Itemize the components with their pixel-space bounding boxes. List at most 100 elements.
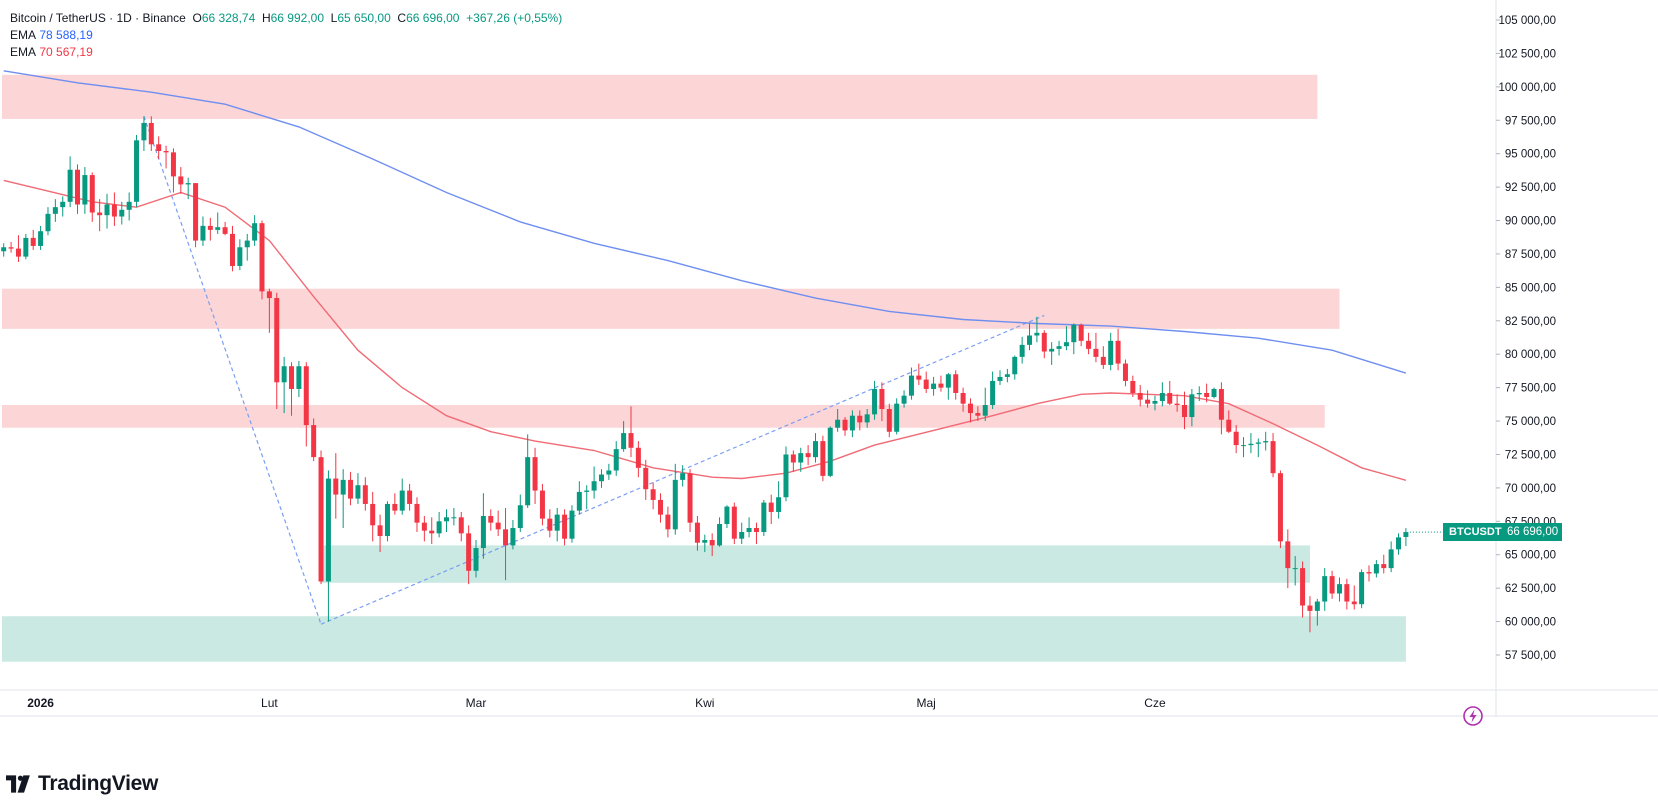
candle[interactable]: [38, 225, 44, 250]
lightning-icon[interactable]: [1462, 705, 1484, 727]
candle[interactable]: [1381, 554, 1387, 574]
candle[interactable]: [731, 502, 737, 545]
candle[interactable]: [554, 507, 560, 542]
candle[interactable]: [1056, 340, 1062, 356]
candle[interactable]: [820, 435, 826, 482]
candle[interactable]: [532, 447, 538, 504]
candle[interactable]: [1027, 323, 1033, 351]
candle[interactable]: [547, 509, 553, 538]
candle[interactable]: [252, 215, 258, 246]
candle[interactable]: [141, 116, 147, 152]
candle[interactable]: [835, 409, 841, 432]
candle[interactable]: [185, 177, 191, 200]
candle[interactable]: [193, 183, 199, 248]
candle[interactable]: [325, 470, 331, 622]
candle[interactable]: [495, 510, 501, 537]
candle[interactable]: [916, 363, 922, 385]
candle[interactable]: [222, 221, 228, 236]
candle[interactable]: [67, 156, 73, 208]
candle[interactable]: [1137, 384, 1143, 407]
candle[interactable]: [945, 372, 951, 400]
candle[interactable]: [510, 519, 516, 550]
candle[interactable]: [908, 367, 914, 400]
candle[interactable]: [1049, 342, 1055, 365]
candle[interactable]: [746, 517, 752, 538]
candle[interactable]: [591, 466, 597, 499]
support-zone[interactable]: [2, 616, 1406, 662]
candle[interactable]: [1078, 323, 1084, 347]
candle[interactable]: [709, 533, 715, 557]
candle[interactable]: [975, 406, 981, 422]
candle[interactable]: [392, 493, 398, 515]
ema-short-line[interactable]: [3, 179, 1407, 481]
candle[interactable]: [1182, 391, 1187, 430]
candle[interactable]: [628, 406, 634, 458]
candle[interactable]: [1189, 388, 1195, 427]
candle[interactable]: [111, 192, 117, 226]
candle[interactable]: [148, 116, 154, 152]
candle[interactable]: [156, 136, 162, 160]
candle[interactable]: [1093, 332, 1099, 363]
candle[interactable]: [134, 134, 140, 208]
candle[interactable]: [569, 505, 575, 543]
candle[interactable]: [377, 514, 383, 553]
candle[interactable]: [1145, 390, 1151, 408]
candle[interactable]: [384, 501, 390, 542]
candle[interactable]: [399, 478, 405, 515]
candle[interactable]: [318, 450, 324, 585]
candle[interactable]: [702, 534, 708, 553]
trendline[interactable]: [143, 116, 322, 625]
candle[interactable]: [259, 220, 265, 300]
candle[interactable]: [739, 522, 745, 545]
candle[interactable]: [503, 507, 509, 581]
candle[interactable]: [436, 511, 442, 538]
candle[interactable]: [407, 483, 413, 511]
candle[interactable]: [783, 446, 789, 502]
candle[interactable]: [15, 235, 21, 262]
candle[interactable]: [1041, 330, 1047, 359]
candle[interactable]: [1314, 598, 1320, 626]
candle[interactable]: [1159, 382, 1165, 407]
candle[interactable]: [178, 167, 184, 194]
candle[interactable]: [229, 225, 235, 272]
candle[interactable]: [104, 193, 110, 229]
candle[interactable]: [52, 199, 58, 222]
candle[interactable]: [931, 376, 937, 396]
candle[interactable]: [60, 196, 66, 217]
candle[interactable]: [953, 370, 959, 400]
candle[interactable]: [1336, 577, 1342, 602]
candle[interactable]: [126, 192, 132, 221]
candle[interactable]: [1366, 565, 1372, 582]
candle[interactable]: [990, 371, 996, 410]
candle[interactable]: [1388, 541, 1394, 573]
candle[interactable]: [761, 499, 767, 537]
candle[interactable]: [687, 469, 693, 533]
candle[interactable]: [311, 418, 317, 462]
candle[interactable]: [864, 409, 870, 428]
candle[interactable]: [680, 465, 686, 487]
candle[interactable]: [200, 216, 206, 246]
candle[interactable]: [466, 525, 472, 585]
candle[interactable]: [1403, 528, 1409, 547]
candle[interactable]: [1248, 433, 1254, 454]
candle[interactable]: [296, 360, 302, 397]
candle[interactable]: [886, 403, 892, 438]
candle[interactable]: [1359, 569, 1365, 609]
candle[interactable]: [1211, 387, 1217, 399]
candle[interactable]: [488, 509, 494, 531]
candle[interactable]: [289, 362, 295, 416]
candle[interactable]: [1277, 470, 1283, 549]
candle[interactable]: [163, 145, 169, 169]
candle[interactable]: [429, 517, 435, 545]
candle[interactable]: [805, 445, 811, 466]
candle[interactable]: [1307, 596, 1313, 633]
candle[interactable]: [1167, 380, 1173, 406]
candle[interactable]: [635, 441, 641, 478]
candle[interactable]: [1115, 328, 1121, 371]
candle[interactable]: [1396, 533, 1402, 555]
legend-ema-short-row[interactable]: EMA 70 567,19: [10, 44, 562, 61]
candle[interactable]: [1063, 326, 1069, 351]
candle[interactable]: [643, 459, 649, 500]
candle[interactable]: [414, 497, 420, 533]
candle[interactable]: [598, 469, 604, 488]
